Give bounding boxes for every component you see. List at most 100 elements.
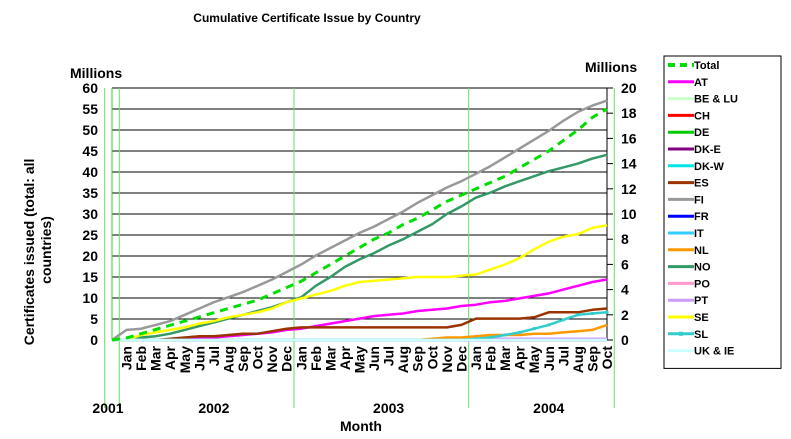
month-label: Feb bbox=[483, 346, 499, 371]
month-label: Jul bbox=[381, 346, 397, 366]
month-label: Sep bbox=[410, 346, 426, 372]
month-label: Jun bbox=[366, 346, 382, 371]
legend-label: DK-E bbox=[694, 144, 721, 156]
month-label: Mar bbox=[497, 345, 513, 370]
month-label: Sep bbox=[584, 346, 600, 372]
series-point-sl bbox=[561, 318, 565, 322]
left-tick-label: 50 bbox=[82, 122, 98, 138]
left-tick-label: 15 bbox=[82, 269, 98, 285]
month-label: Nov bbox=[439, 346, 455, 373]
month-label: Jan bbox=[119, 346, 135, 370]
legend-label: AT bbox=[694, 77, 708, 89]
series-point-sl bbox=[605, 310, 609, 314]
chart-title: Cumulative Certificate Issue by Country bbox=[193, 11, 421, 25]
series-line-fi bbox=[111, 99, 608, 342]
legend-label: UK & IE bbox=[694, 346, 734, 358]
right-tick-label: 0 bbox=[621, 332, 629, 348]
legend-label: ES bbox=[694, 178, 709, 190]
month-label: Feb bbox=[133, 346, 149, 371]
series-point-sl bbox=[590, 312, 594, 316]
month-label: Apr bbox=[512, 345, 528, 370]
right-tick-label: 16 bbox=[621, 130, 637, 146]
series-point-sl bbox=[518, 330, 522, 334]
month-label: Apr bbox=[162, 345, 178, 370]
left-tick-label: 5 bbox=[90, 311, 98, 327]
month-label: Jul bbox=[555, 346, 571, 366]
series-point-sl bbox=[489, 335, 493, 339]
right-tick-label: 8 bbox=[621, 231, 629, 247]
right-tick-label: 20 bbox=[621, 80, 637, 96]
left-tick-label: 0 bbox=[90, 332, 98, 348]
legend-label: PO bbox=[694, 278, 710, 290]
right-tick-label: 4 bbox=[621, 282, 629, 298]
y-axis-label-line-2: countries) bbox=[38, 216, 54, 284]
month-label: Jul bbox=[206, 346, 222, 366]
left-tick-label: 60 bbox=[82, 80, 98, 96]
year-label: 2001 bbox=[92, 400, 123, 416]
legend-label: DE bbox=[694, 127, 709, 139]
plot-area: 0 5 10 15 20 25 30 35 40 45 50 55 60 0 2 4 6 8 10 12 14 16 18 2… bbox=[82, 80, 636, 416]
left-tick-label: 10 bbox=[82, 290, 98, 306]
month-label: Aug bbox=[570, 346, 586, 373]
month-label: Mar bbox=[148, 345, 164, 370]
x-axis-label: Month bbox=[340, 418, 382, 434]
left-tick-label: 30 bbox=[82, 206, 98, 222]
month-label: Oct bbox=[424, 346, 440, 370]
legend-label: FR bbox=[694, 211, 709, 223]
month-label: Aug bbox=[220, 346, 236, 373]
y-axis-label-line-1: Certificates issued (total: all bbox=[21, 159, 37, 346]
left-axis-unit: Millions bbox=[70, 65, 122, 81]
legend-label: SE bbox=[694, 312, 709, 324]
month-label: Jun bbox=[541, 346, 557, 371]
legend: Total AT BE & LU CH DE DK-E DK-W ES FI FR IT NL NO PO… bbox=[663, 55, 782, 369]
left-tick-label: 55 bbox=[82, 101, 98, 117]
month-label: Jun bbox=[191, 346, 207, 371]
legend-label: BE & LU bbox=[694, 94, 738, 106]
month-label: Feb bbox=[308, 346, 324, 371]
month-label: Jan bbox=[293, 346, 309, 370]
series-line-se bbox=[112, 224, 608, 342]
left-tick-label: 35 bbox=[82, 185, 98, 201]
left-tick-label: 40 bbox=[82, 164, 98, 180]
month-label: Jan bbox=[468, 346, 484, 370]
legend-label: SL bbox=[694, 329, 708, 341]
y-axis-label: Certificates issued (total: all countrie… bbox=[21, 155, 54, 346]
right-tick-label: 18 bbox=[621, 105, 637, 121]
series-point-sl bbox=[532, 327, 536, 331]
right-tick-label: 12 bbox=[621, 181, 637, 197]
month-label: May bbox=[526, 346, 542, 373]
legend-label: NO bbox=[694, 262, 711, 274]
series-line-es bbox=[112, 307, 608, 342]
month-label: Oct bbox=[599, 346, 615, 370]
year-label: 2003 bbox=[373, 400, 404, 416]
left-tick-label: 20 bbox=[82, 248, 98, 264]
month-label: Nov bbox=[264, 346, 280, 373]
month-label: Dec bbox=[279, 346, 295, 372]
legend-label: FI bbox=[694, 194, 704, 206]
month-label: Sep bbox=[235, 346, 251, 372]
legend-label: IT bbox=[694, 228, 704, 240]
month-label: May bbox=[177, 346, 193, 373]
series-line-no bbox=[112, 153, 608, 342]
right-tick-label: 14 bbox=[621, 156, 637, 172]
year-label: 2002 bbox=[198, 400, 229, 416]
month-label: Dec bbox=[453, 346, 469, 372]
month-label: Aug bbox=[395, 346, 411, 373]
right-tick-label: 10 bbox=[621, 206, 637, 222]
series-point-sl bbox=[547, 323, 551, 327]
right-tick-label: 6 bbox=[621, 256, 629, 272]
legend-label: PT bbox=[694, 295, 708, 307]
year-label: 2004 bbox=[533, 400, 564, 416]
legend-marker bbox=[679, 331, 683, 336]
legend-label: CH bbox=[694, 110, 710, 122]
series-point-sl bbox=[576, 313, 580, 317]
right-tick-label: 2 bbox=[621, 307, 629, 323]
month-label: Oct bbox=[250, 346, 266, 370]
legend-label: DK-W bbox=[694, 161, 725, 173]
left-tick-label: 25 bbox=[82, 227, 98, 243]
series-line-at bbox=[112, 278, 608, 342]
right-axis-unit: Millions bbox=[585, 59, 637, 75]
month-label: Mar bbox=[322, 345, 338, 370]
month-label: Apr bbox=[337, 345, 353, 370]
